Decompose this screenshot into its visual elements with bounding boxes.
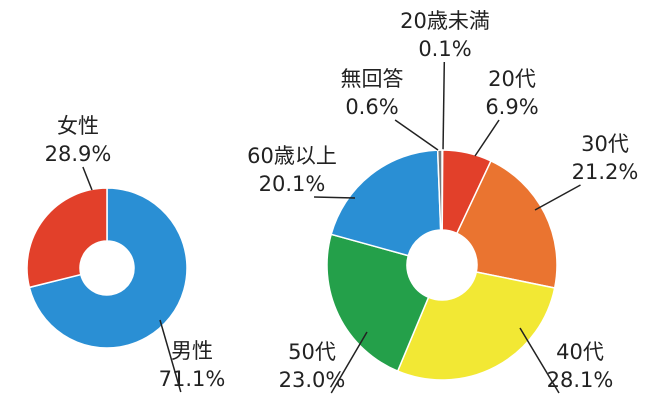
leader-line [159,319,182,393]
category-label: 30代 [581,132,629,156]
category-label: 20歳未満 [400,9,490,33]
donut-wedge [326,233,430,373]
donut-wedge [396,271,556,381]
value-label: 21.2% [572,160,639,184]
value-label: 20.1% [259,172,326,196]
donut-wedge [26,187,108,289]
donut-wedge [455,159,558,289]
category-label: 50代 [288,340,336,364]
leader-line [330,331,368,394]
donut-wedge [436,149,443,231]
value-label: 0.6% [345,95,398,119]
leader-line [474,119,500,157]
category-label: 40代 [556,340,604,364]
category-label: 男性 [171,339,213,363]
value-label: 71.1% [159,367,226,391]
leader-line [314,196,356,199]
leader-line [82,166,93,191]
leader-line [442,61,446,153]
category-label: 無回答 [341,67,404,91]
value-label: 28.1% [547,368,614,392]
leader-line [519,327,560,394]
leader-line [534,184,581,211]
value-label: 23.0% [279,368,346,392]
value-label: 28.9% [45,142,112,166]
donut-wedge [330,149,442,257]
value-label: 0.1% [418,37,471,61]
value-label: 6.9% [485,95,538,119]
donut-wedge [28,187,188,349]
category-label: 20代 [488,67,536,91]
category-label: 60歳以上 [247,144,337,168]
category-label: 女性 [57,114,99,138]
leader-line [394,119,439,151]
